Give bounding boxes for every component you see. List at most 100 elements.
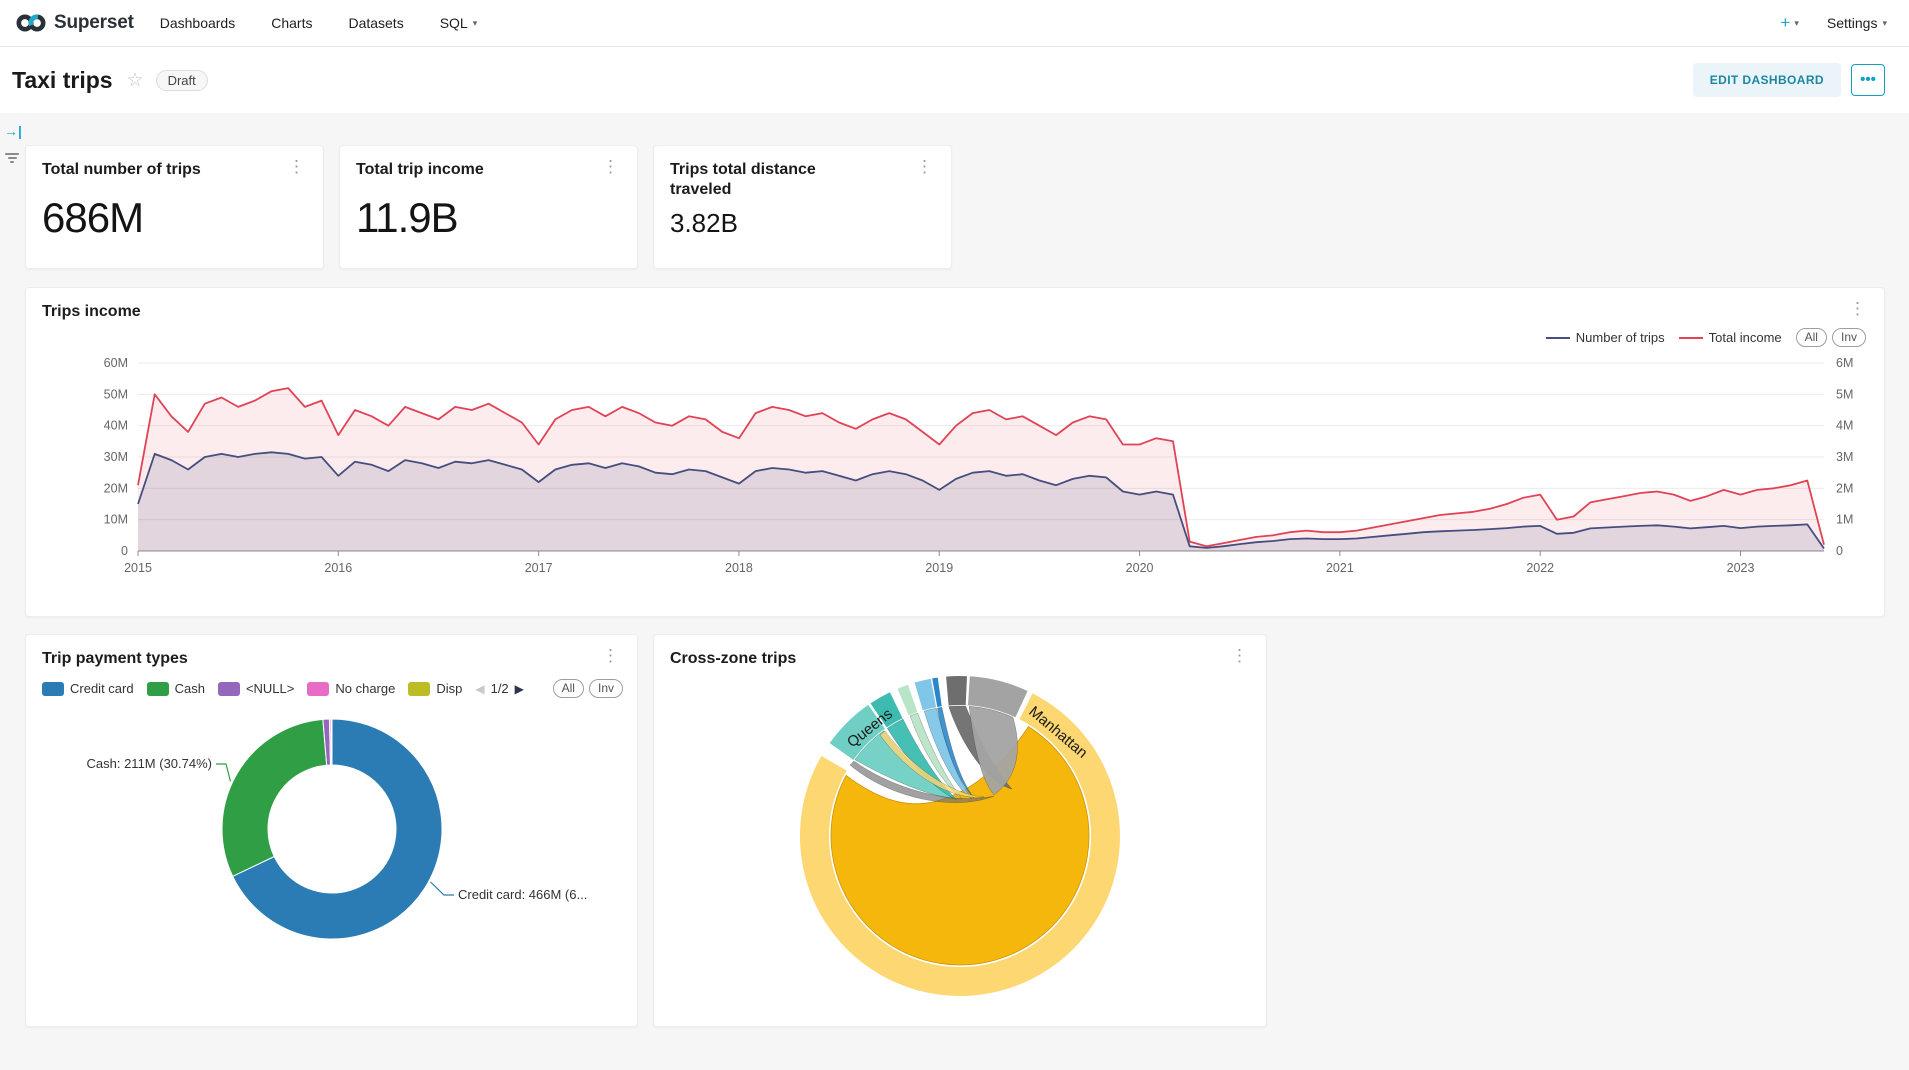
svg-text:1M: 1M — [1836, 513, 1853, 527]
brand-name: Superset — [54, 12, 134, 33]
svg-text:50M: 50M — [104, 387, 128, 401]
panel-cross-zone: Cross-zone trips ⋮ Queens Manhattan — [653, 634, 1267, 1027]
plus-icon: + — [1780, 13, 1791, 32]
dashboard-header: Taxi trips ☆ Draft EDIT DASHBOARD ••• — [0, 47, 1909, 113]
nav-right: + ▾ Settings ▾ — [1780, 13, 1887, 33]
legend-item-cash[interactable]: Cash — [146, 681, 205, 696]
legend-item-no-charge[interactable]: No charge — [307, 681, 395, 696]
color-swatch — [146, 681, 169, 696]
svg-text:2018: 2018 — [725, 561, 753, 575]
nav-menu: Dashboards Charts Datasets SQL ▾ — [160, 15, 478, 31]
kebab-menu-icon[interactable]: ⋮ — [1849, 299, 1866, 318]
kebab-menu-icon[interactable]: ⋮ — [602, 157, 619, 176]
chevron-down-icon: ▾ — [472, 17, 478, 28]
settings-menu[interactable]: Settings ▾ — [1826, 15, 1887, 31]
svg-text:2017: 2017 — [525, 561, 553, 575]
legend-item--null-[interactable]: <NULL> — [217, 681, 294, 696]
svg-text:2016: 2016 — [324, 561, 352, 575]
big-number-value: 3.82B — [670, 208, 738, 238]
color-swatch — [42, 681, 64, 696]
svg-text:3M: 3M — [1836, 450, 1853, 464]
favorite-star-icon[interactable]: ☆ — [126, 69, 144, 91]
page-next-icon[interactable]: ▶ — [514, 681, 524, 696]
svg-text:5M: 5M — [1836, 387, 1853, 401]
filter-bar-collapsed: →| — [0, 113, 24, 165]
panel-trips-income: Trips income ⋮ Number of trips Total inc… — [25, 287, 1885, 617]
svg-text:6M: 6M — [1836, 356, 1853, 370]
chevron-down-icon: ▾ — [1882, 17, 1887, 28]
edit-dashboard-button[interactable]: EDIT DASHBOARD — [1692, 63, 1841, 97]
color-swatch — [307, 681, 330, 696]
card-total-trips: Total number of trips ⋮ 686M — [25, 145, 324, 269]
pie-label-cash: Cash: 211M (30.74%) — [87, 756, 213, 771]
svg-text:2022: 2022 — [1526, 561, 1554, 575]
legend-item-disp[interactable]: Disp — [408, 681, 462, 696]
card-trip-income: Total trip income ⋮ 11.9B — [339, 145, 638, 269]
nav-item-sql[interactable]: SQL ▾ — [439, 15, 478, 31]
legend-inv-button[interactable]: Inv — [588, 679, 623, 698]
superset-logo[interactable]: Superset — [16, 11, 134, 35]
legend-all-button[interactable]: All — [552, 679, 584, 698]
page-indicator: 1/2 — [490, 681, 509, 696]
nav-item-charts[interactable]: Charts — [271, 15, 313, 31]
kebab-menu-icon[interactable]: ⋮ — [288, 157, 305, 176]
nav-item-dashboards[interactable]: Dashboards — [159, 15, 236, 31]
svg-text:30M: 30M — [104, 450, 128, 464]
legend-inv-button[interactable]: Inv — [1831, 328, 1866, 347]
svg-text:4M: 4M — [1836, 419, 1853, 433]
legend-all-button[interactable]: All — [1795, 328, 1827, 347]
legend-item-number-of-trips[interactable]: Number of trips — [1545, 330, 1665, 345]
ellipsis-icon: ••• — [1860, 71, 1876, 88]
dashboard-more-button[interactable]: ••• — [1851, 64, 1885, 96]
pie-label-credit-card: Credit card: 466M (6... — [458, 887, 587, 902]
svg-text:20M: 20M — [104, 481, 128, 495]
card-title: Total trip income — [356, 161, 484, 178]
svg-text:0: 0 — [121, 544, 128, 558]
panel-payment-types: Trip payment types ⋮ Credit card Cash <NUL… — [25, 634, 638, 1027]
svg-text:40M: 40M — [104, 419, 128, 433]
chart-title: Trips income — [42, 303, 141, 320]
trips-income-chart[interactable]: 0 0 10M 1M 20M 2M 30M 3M 40M 4M 50M 5M 60M 6M 2015 2016… — [34, 347, 1878, 605]
big-number-value: 11.9B — [356, 194, 459, 241]
kebab-menu-icon[interactable]: ⋮ — [1231, 646, 1248, 665]
filter-icon[interactable] — [5, 153, 24, 163]
color-swatch — [217, 681, 240, 696]
legend-item-credit-card[interactable]: Credit card — [42, 681, 134, 696]
color-swatch — [408, 681, 431, 696]
big-number-value: 686M — [42, 194, 144, 241]
svg-text:10M: 10M — [104, 513, 128, 527]
page-title: Taxi trips — [12, 66, 113, 93]
top-nav: Superset Dashboards Charts Datasets SQL ▾… — [0, 0, 1909, 47]
legend-pagination: ◀ 1/2 ▶ — [475, 681, 524, 696]
svg-text:2M: 2M — [1836, 481, 1853, 495]
line-swatch — [1678, 336, 1703, 339]
chart-title: Trip payment types — [42, 650, 188, 667]
svg-text:2019: 2019 — [925, 561, 953, 575]
pie-legend: Credit card Cash <NULL> No charge Disp ◀ 1/2… — [26, 669, 637, 698]
chevron-down-icon: ▾ — [1794, 17, 1799, 28]
card-title: Total number of trips — [42, 161, 201, 178]
kebab-menu-icon[interactable]: ⋮ — [916, 157, 933, 176]
svg-text:60M: 60M — [104, 356, 128, 370]
timeseries-legend: Number of trips Total income All Inv — [26, 322, 1884, 347]
payment-types-donut-chart[interactable]: Cash: 211M (30.74%) Credit card: 466M (6.… — [26, 698, 639, 998]
svg-text:2020: 2020 — [1126, 561, 1154, 575]
svg-text:2015: 2015 — [124, 561, 152, 575]
kebab-menu-icon[interactable]: ⋮ — [602, 646, 619, 665]
card-title: Trips total distance traveled — [670, 161, 816, 198]
nav-item-datasets[interactable]: Datasets — [348, 15, 404, 31]
new-item-button[interactable]: + ▾ — [1780, 13, 1798, 33]
svg-text:0: 0 — [1836, 544, 1843, 558]
superset-infinity-icon — [16, 14, 46, 32]
chart-title: Cross-zone trips — [670, 650, 797, 667]
page-prev-icon[interactable]: ◀ — [475, 681, 485, 696]
cross-zone-chord-chart[interactable]: Queens Manhattan — [654, 669, 1268, 1009]
svg-text:2021: 2021 — [1326, 561, 1354, 575]
expand-filters-icon[interactable]: →| — [4, 123, 22, 139]
line-swatch — [1545, 336, 1570, 339]
status-badge: Draft — [155, 69, 208, 91]
card-total-distance: Trips total distance traveled ⋮ 3.82B — [653, 145, 952, 269]
legend-item-total-income[interactable]: Total income — [1678, 330, 1782, 345]
svg-text:2023: 2023 — [1727, 561, 1755, 575]
